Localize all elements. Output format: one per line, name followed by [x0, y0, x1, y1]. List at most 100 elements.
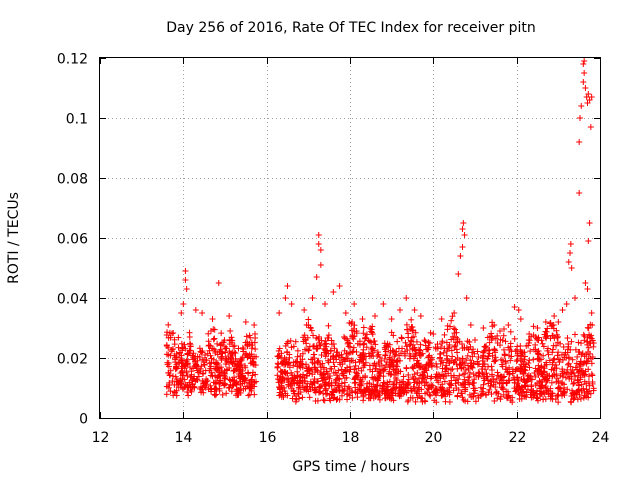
data-point — [206, 367, 213, 374]
data-point — [584, 286, 591, 292]
data-point — [556, 356, 563, 363]
data-point — [423, 379, 430, 386]
data-point — [539, 340, 546, 347]
data-point — [499, 357, 506, 364]
data-point — [455, 271, 462, 277]
data-point — [304, 334, 311, 341]
data-point — [572, 331, 579, 338]
data-point — [303, 361, 310, 368]
data-point — [193, 376, 200, 383]
data-point — [472, 337, 478, 343]
data-point — [294, 372, 301, 379]
data-point — [330, 289, 337, 295]
y-tick-label: 0 — [79, 412, 88, 428]
data-point — [371, 374, 378, 381]
data-point — [426, 383, 433, 390]
data-point — [582, 368, 589, 375]
data-point — [249, 342, 256, 349]
data-point — [334, 395, 341, 402]
data-point — [418, 386, 425, 393]
data-point — [549, 349, 556, 356]
data-point — [380, 367, 387, 374]
data-point — [199, 310, 206, 316]
data-point — [252, 362, 259, 369]
data-point — [322, 353, 329, 360]
data-point — [438, 357, 445, 364]
data-point — [372, 341, 379, 348]
data-point — [361, 340, 368, 347]
data-point — [579, 350, 586, 357]
data-point — [339, 361, 346, 368]
data-point — [452, 380, 459, 387]
data-point — [363, 385, 370, 392]
data-point — [304, 372, 311, 379]
data-point — [505, 322, 512, 328]
data-point — [575, 339, 582, 346]
data-point — [548, 366, 555, 373]
data-point — [208, 386, 215, 393]
data-point — [356, 381, 363, 388]
data-point — [331, 345, 338, 352]
data-point — [573, 360, 580, 367]
data-point — [425, 339, 432, 346]
data-point — [403, 295, 410, 301]
data-point — [426, 340, 433, 347]
data-point — [467, 322, 474, 328]
data-point — [240, 385, 247, 392]
data-point — [579, 367, 586, 374]
data-point — [588, 94, 595, 100]
data-point — [439, 371, 446, 378]
data-point — [291, 380, 298, 387]
data-point — [315, 378, 322, 385]
data-point — [417, 341, 424, 348]
data-point — [336, 384, 343, 391]
data-point — [186, 347, 193, 354]
data-point — [472, 398, 479, 405]
data-point — [349, 389, 356, 396]
data-point — [315, 232, 322, 238]
data-point — [511, 385, 518, 392]
data-point — [275, 376, 282, 383]
data-point — [290, 362, 297, 369]
data-point — [499, 374, 506, 381]
data-point — [346, 368, 353, 375]
data-point — [515, 307, 522, 313]
data-point — [383, 387, 390, 394]
data-point — [186, 340, 193, 347]
data-point — [486, 386, 493, 393]
data-point — [296, 380, 303, 387]
data-point — [511, 335, 518, 342]
data-point — [322, 379, 329, 386]
data-point — [170, 330, 177, 337]
data-point — [289, 395, 296, 402]
data-point — [458, 390, 465, 397]
data-point — [390, 381, 397, 388]
data-point — [486, 350, 493, 357]
data-point — [231, 342, 238, 349]
data-point — [434, 345, 441, 352]
data-point — [474, 348, 481, 355]
data-point — [549, 373, 556, 380]
data-point — [330, 395, 337, 402]
data-point — [448, 347, 455, 354]
data-point — [244, 383, 251, 390]
data-point — [563, 369, 570, 376]
data-point — [309, 371, 316, 378]
data-point — [542, 319, 549, 325]
data-point — [360, 360, 367, 367]
data-point — [313, 334, 320, 341]
data-point — [526, 364, 533, 371]
data-point — [344, 396, 351, 403]
data-point — [454, 393, 461, 400]
data-point — [498, 384, 505, 391]
data-point — [381, 346, 388, 353]
data-point — [202, 384, 209, 391]
data-point — [437, 375, 444, 382]
data-point — [326, 382, 333, 389]
data-point — [475, 373, 482, 380]
data-point — [310, 343, 317, 350]
data-point — [183, 286, 190, 292]
data-point — [410, 327, 417, 334]
data-point — [426, 360, 433, 367]
data-point — [535, 348, 542, 355]
